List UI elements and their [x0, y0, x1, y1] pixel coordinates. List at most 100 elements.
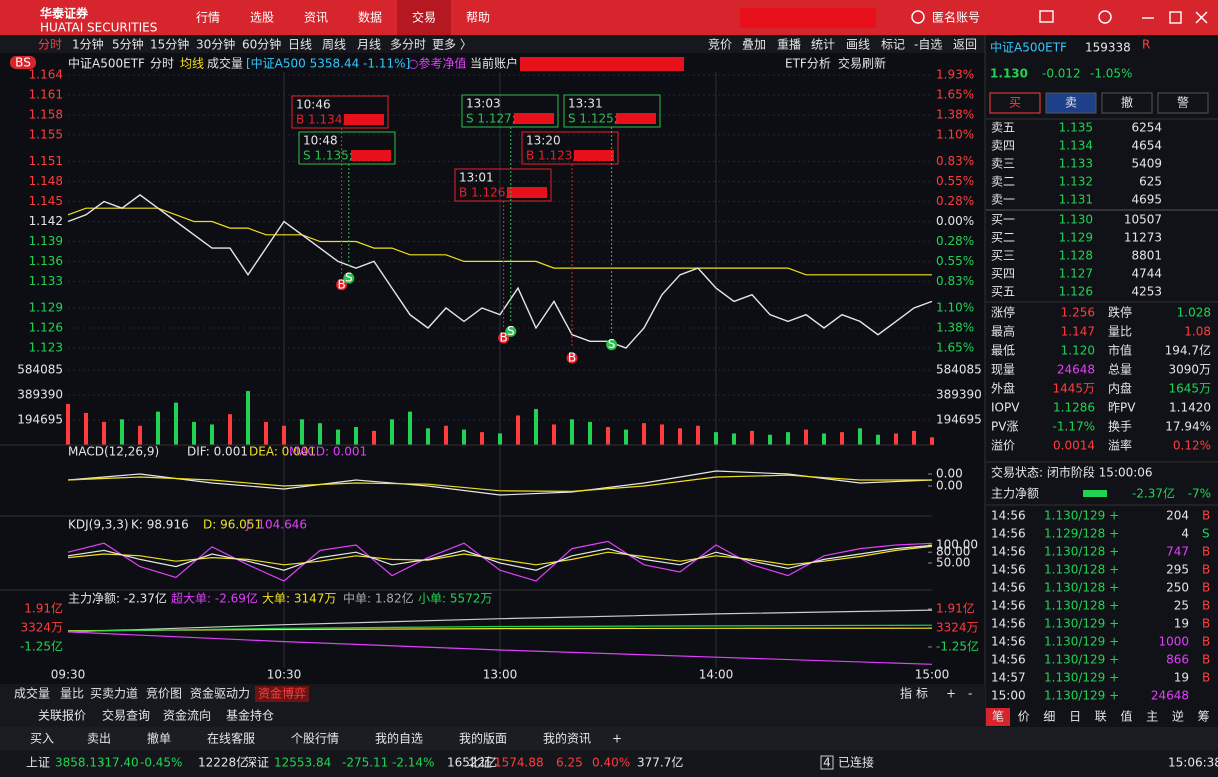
menu-item[interactable]: 数据 [358, 10, 382, 25]
stat-label: 外盘 [991, 381, 1015, 396]
stat-label: 溢价 [991, 439, 1015, 453]
volume-bar [786, 432, 790, 445]
panel-tab[interactable]: 笔 [992, 709, 1004, 724]
tool-button[interactable]: 返回 [953, 38, 977, 52]
action-button[interactable]: 在线客服 [207, 731, 255, 746]
period-tab[interactable]: 多分时 [390, 38, 426, 52]
action-button[interactable]: + [612, 732, 622, 746]
stat-value: 1.1420 [1169, 401, 1211, 415]
tick-time: 14:57 [991, 671, 1026, 685]
stat-value: 24648 [1057, 363, 1095, 377]
book-label: 卖二 [991, 175, 1015, 189]
action-button[interactable]: 撤单 [147, 731, 171, 746]
panel-tab[interactable]: 细 [1043, 710, 1055, 724]
indicator-tab[interactable]: 资金驱动力 [190, 686, 250, 701]
stat-value: 1.147 [1061, 325, 1095, 339]
period-tab[interactable]: 更多 〉 [432, 38, 472, 52]
volume-bar [138, 425, 142, 445]
indicator-tab[interactable]: 成交量 [14, 686, 50, 701]
account[interactable]: 匿名账号 [932, 10, 980, 25]
tool-button[interactable]: 标记 [881, 38, 905, 52]
period-tab[interactable]: 分时 [38, 38, 62, 52]
redacted [344, 114, 384, 125]
order-button[interactable]: 卖 [1065, 96, 1077, 110]
indicator-control[interactable]: 标 [916, 687, 928, 701]
order-button[interactable]: 撤 [1121, 95, 1133, 110]
time-tick: 15:00 [915, 668, 950, 682]
menu-item[interactable]: 交易 [412, 10, 436, 25]
action-button[interactable]: 个股行情 [291, 732, 339, 746]
action-button[interactable]: 卖出 [87, 732, 111, 746]
panel-tab[interactable]: 日 [1069, 710, 1081, 724]
panel-tab[interactable]: 值 [1120, 709, 1132, 724]
indicator-tab[interactable]: 量比 [60, 687, 84, 701]
tick-time: 14:56 [991, 599, 1026, 613]
volume-bar [156, 411, 160, 445]
period-tab[interactable]: 30分钟 [196, 37, 235, 52]
action-button[interactable]: 我的自选 [375, 731, 423, 746]
indicator-tab[interactable]: 资金博弈 [258, 686, 306, 701]
period-tab[interactable]: 60分钟 [242, 37, 281, 52]
period-tab[interactable]: 月线 [357, 38, 381, 52]
order-button-bg [989, 92, 1041, 114]
vol-label: 成交量 [207, 56, 243, 71]
stat-value: 1645万 [1168, 382, 1211, 396]
period-tab[interactable]: 周线 [322, 38, 346, 52]
sub-tab[interactable]: 关联报价 [38, 708, 86, 723]
period-tab[interactable]: 15分钟 [150, 37, 189, 52]
tool-button[interactable]: -自选 [914, 38, 942, 52]
macd-tick: 0.00 [936, 467, 963, 481]
volume-bar [426, 428, 430, 445]
tool-button[interactable]: 叠加 [742, 38, 766, 52]
tool-button[interactable]: 画线 [846, 38, 870, 52]
indicator-tab[interactable]: 竞价图 [146, 687, 182, 701]
book-price: 1.132 [1059, 175, 1093, 189]
sub-tab[interactable]: 资金流向 [163, 708, 211, 723]
panel-tab[interactable]: 筹 [1198, 710, 1210, 724]
order-button[interactable]: 买 [1009, 96, 1021, 110]
stat-value: 0.0014 [1053, 439, 1095, 453]
volume-bar [768, 434, 772, 445]
tool-button[interactable]: 重播 [777, 38, 801, 52]
book-label: 卖三 [991, 157, 1015, 171]
chart-button[interactable]: ETF分析 [785, 57, 831, 71]
book-price: 1.128 [1059, 249, 1093, 263]
panel-tab[interactable]: 主 [1146, 710, 1158, 724]
panel-tab[interactable]: 价 [1018, 710, 1030, 724]
account-label: 当前账户 [470, 56, 518, 71]
tool-button[interactable]: 竞价 [708, 38, 732, 52]
trade-label: B 1.134; [296, 113, 346, 127]
trade-label: B 1.123; [526, 149, 576, 163]
menu-item[interactable]: 行情 [196, 11, 220, 25]
action-button[interactable]: 我的版面 [459, 731, 507, 746]
chart-button[interactable]: 交易刷新 [838, 56, 886, 71]
fund-main: 主力净额: -2.37亿 [68, 591, 167, 606]
menu-item[interactable]: 资讯 [304, 11, 328, 25]
sub-tab[interactable]: 交易查询 [102, 708, 150, 723]
volume-bar [264, 421, 268, 445]
indicator-tab[interactable]: 买卖力道 [90, 687, 138, 701]
tool-button[interactable]: 统计 [811, 38, 835, 52]
pct-tick: 1.65% [936, 341, 974, 355]
indicator-control[interactable]: 指 [900, 686, 912, 701]
tick-price: 1.129/128 + [1044, 527, 1119, 541]
action-button[interactable]: 我的资讯 [543, 731, 591, 746]
index-quote: 6.25 [556, 756, 583, 770]
volume-bar [462, 429, 466, 445]
order-button-bg [1101, 92, 1153, 114]
panel-tab[interactable]: 逆 [1172, 709, 1184, 724]
sub-tab[interactable]: 基金持仓 [226, 708, 274, 723]
avg-label: 均线 [180, 57, 204, 71]
period-tab[interactable]: 日线 [288, 38, 312, 52]
menu-item[interactable]: 帮助 [466, 11, 490, 25]
indicator-control[interactable]: + [946, 687, 956, 701]
order-button[interactable]: 警 [1177, 95, 1189, 110]
trade-marker [336, 279, 348, 291]
menu-item[interactable]: 选股 [250, 11, 274, 25]
action-button[interactable]: 买入 [30, 732, 54, 746]
price-tick: 1.142 [29, 214, 63, 228]
period-tab[interactable]: 1分钟 [72, 37, 104, 52]
panel-tab[interactable]: 联 [1095, 710, 1107, 724]
indicator-control[interactable]: - [968, 687, 972, 701]
period-tab[interactable]: 5分钟 [112, 37, 144, 52]
